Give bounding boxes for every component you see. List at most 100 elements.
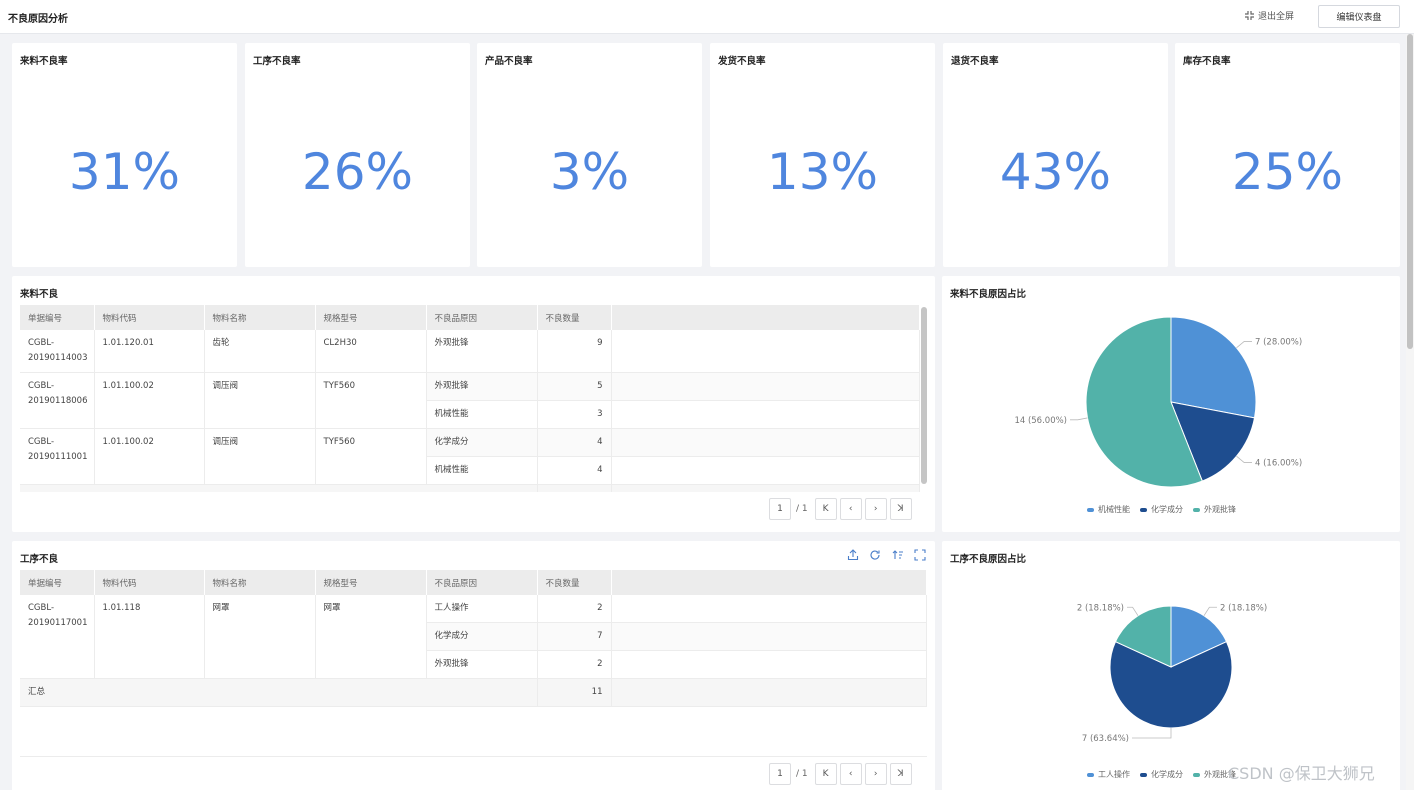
- kpi-card: 来料不良率 31%: [12, 43, 237, 267]
- export-icon[interactable]: [847, 549, 859, 561]
- column-header[interactable]: 不良数量: [537, 305, 612, 330]
- table-header-row: 单据编号 物料代码 物料名称 规格型号 不良品原因 不良数量: [20, 570, 927, 595]
- prev-page-button[interactable]: ‹: [839, 763, 862, 785]
- page-number-input[interactable]: 1: [769, 763, 791, 785]
- pie-slice-外观批锋[interactable]: [1114, 605, 1172, 668]
- spec-cell: CL2H30: [315, 330, 427, 373]
- incoming-reason-pie-card: 来料不良原因占比 7 (28.00%) 4 (16.00%) 14 (56.00%)…: [942, 276, 1400, 532]
- filler-cell: [611, 330, 920, 373]
- legend-label: 化学成分: [1151, 505, 1183, 514]
- table-row[interactable]: CGBL-20190114003 1.01.120.01 齿轮 CL2H30 外观批锋 9: [20, 330, 920, 373]
- column-header[interactable]: 单据编号: [20, 570, 95, 595]
- incoming-table: 单据编号 物料代码 物料名称 规格型号 不良品原因 不良数量 CGBL-2019011400…: [20, 305, 920, 492]
- quantity-cell: 4: [537, 456, 612, 485]
- summary-label: 汇总: [20, 678, 538, 707]
- refresh-icon[interactable]: [869, 549, 881, 561]
- exit-fullscreen-button[interactable]: 退出全屏: [1245, 9, 1294, 22]
- pie-slice-化学成分[interactable]: [1170, 401, 1256, 482]
- incoming-defect-card: 来料不良 单据编号 物料代码 物料名称 规格型号 不良品原因 不良数量 CGBL-20190…: [12, 276, 935, 532]
- prev-page-button[interactable]: ‹: [839, 498, 862, 520]
- material-name-cell: 调压阀: [204, 428, 316, 485]
- column-header[interactable]: 物料代码: [94, 305, 205, 330]
- pie-slice-机械性能[interactable]: [1170, 316, 1257, 419]
- first-page-button[interactable]: K: [814, 763, 837, 785]
- summary-value: 25: [537, 484, 612, 492]
- exit-fullscreen-label: 退出全屏: [1258, 12, 1295, 22]
- table-row[interactable]: CGBL-20190111001 1.01.100.02 调压阀 TYF560 化学成分…: [20, 428, 920, 485]
- legend-item[interactable]: 化学成分: [1140, 769, 1183, 780]
- table-scrollbar[interactable]: [921, 307, 927, 484]
- last-page-button[interactable]: ꓘ: [889, 498, 912, 520]
- incoming-pager: 1 / 1 K ‹ › ꓘ: [769, 498, 912, 520]
- edit-dashboard-button[interactable]: 编辑仪表盘: [1318, 5, 1400, 28]
- card-title: 来料不良: [20, 289, 59, 300]
- kpi-value: 26%: [301, 143, 414, 201]
- last-page-button[interactable]: ꓘ: [889, 763, 912, 785]
- column-header[interactable]: 单据编号: [20, 305, 95, 330]
- material-name-cell: 网罩: [204, 595, 316, 679]
- column-header[interactable]: 规格型号: [315, 570, 427, 595]
- material-name-cell: 齿轮: [204, 330, 316, 373]
- page-scrollbar[interactable]: [1406, 34, 1414, 790]
- pie-label-line: [1203, 606, 1217, 616]
- kpi-value: 25%: [1231, 143, 1344, 201]
- table-row[interactable]: CGBL-20190117001 1.01.118 网罩 网罩 工人操作 2: [20, 595, 927, 679]
- reason-cell: 外观批锋: [426, 372, 538, 401]
- next-page-button[interactable]: ›: [864, 498, 887, 520]
- kpi-value: 3%: [549, 143, 630, 201]
- first-page-icon: K: [822, 769, 829, 779]
- table-row[interactable]: 外观批锋 2: [20, 650, 927, 679]
- process-defect-card: 工序不良 单据编号 物料代码 物料名称 规格型号 不良品原因 不良数量 CGBL-20190…: [12, 541, 935, 790]
- page-title: 不良原因分析: [8, 14, 68, 25]
- column-header[interactable]: 物料名称: [204, 570, 316, 595]
- scrollbar-thumb[interactable]: [1407, 34, 1413, 349]
- doc-number-cell: CGBL-20190114003: [20, 330, 95, 373]
- last-page-icon: ꓘ: [897, 769, 904, 779]
- next-page-button[interactable]: ›: [864, 763, 887, 785]
- table-row[interactable]: 机械性能 4: [20, 456, 920, 485]
- pie-data-label: 14 (56.00%): [1014, 416, 1067, 426]
- table-row[interactable]: CGBL-20190118006 1.01.100.02 调压阀 TYF560 外观批锋…: [20, 372, 920, 429]
- column-header[interactable]: 物料代码: [94, 570, 205, 595]
- filler-cell: [611, 484, 920, 492]
- kpi-card: 库存不良率 25%: [1175, 43, 1400, 267]
- legend-item[interactable]: 外观批锋: [1193, 504, 1236, 515]
- column-header[interactable]: 规格型号: [315, 305, 427, 330]
- kpi-value: 13%: [766, 143, 879, 201]
- legend-item[interactable]: 机械性能: [1087, 504, 1130, 515]
- legend-item[interactable]: 外观批锋: [1193, 769, 1236, 780]
- kpi-label: 工序不良率: [253, 56, 301, 67]
- card-title: 工序不良原因占比: [950, 554, 1027, 565]
- column-header-filler: [611, 305, 920, 330]
- quantity-cell: 2: [537, 595, 612, 623]
- fullscreen-icon[interactable]: [914, 549, 926, 561]
- pie-data-label: 2 (18.18%): [1220, 603, 1267, 613]
- table-row[interactable]: 化学成分 7: [20, 622, 927, 651]
- legend-item[interactable]: 化学成分: [1140, 504, 1183, 515]
- column-header[interactable]: 不良数量: [537, 570, 612, 595]
- filler-cell: [611, 595, 927, 623]
- column-header[interactable]: 不良品原因: [426, 305, 538, 330]
- chevron-right-icon: ›: [873, 769, 878, 779]
- legend-item[interactable]: 工人操作: [1087, 769, 1130, 780]
- filler-cell: [611, 372, 920, 401]
- table-row[interactable]: 机械性能 3: [20, 400, 920, 429]
- reason-cell: 化学成分: [426, 622, 538, 651]
- pie-slice-工人操作[interactable]: [1170, 605, 1228, 668]
- doc-number-cell: CGBL-20190118006: [20, 372, 95, 429]
- sort-icon[interactable]: [892, 549, 904, 561]
- reason-cell: 化学成分: [426, 428, 538, 457]
- kpi-card: 工序不良率 26%: [245, 43, 470, 267]
- card-title: 工序不良: [20, 554, 59, 565]
- summary-value: 11: [537, 678, 612, 707]
- first-page-button[interactable]: K: [814, 498, 837, 520]
- material-code-cell: 1.01.100.02: [94, 372, 205, 429]
- column-header[interactable]: 物料名称: [204, 305, 316, 330]
- legend-marker: [1193, 772, 1200, 777]
- filler-cell: [611, 650, 927, 679]
- column-header[interactable]: 不良品原因: [426, 570, 538, 595]
- page-number-input[interactable]: 1: [769, 498, 791, 520]
- pie-slice-外观批锋[interactable]: [1085, 316, 1203, 488]
- filler-cell: [611, 428, 920, 457]
- pie-slice-化学成分[interactable]: [1109, 640, 1233, 729]
